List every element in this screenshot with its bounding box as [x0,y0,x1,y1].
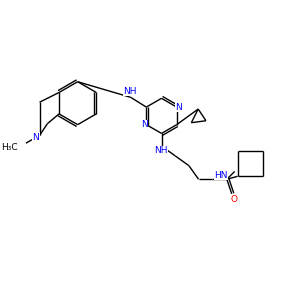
Text: NH: NH [154,146,167,155]
Text: N: N [175,103,182,112]
Text: HN: HN [214,171,228,180]
Text: H₃C: H₃C [2,142,18,152]
Text: N: N [141,120,148,129]
Text: N: N [32,133,39,142]
Text: O: O [230,195,237,204]
Text: NH: NH [123,87,136,96]
